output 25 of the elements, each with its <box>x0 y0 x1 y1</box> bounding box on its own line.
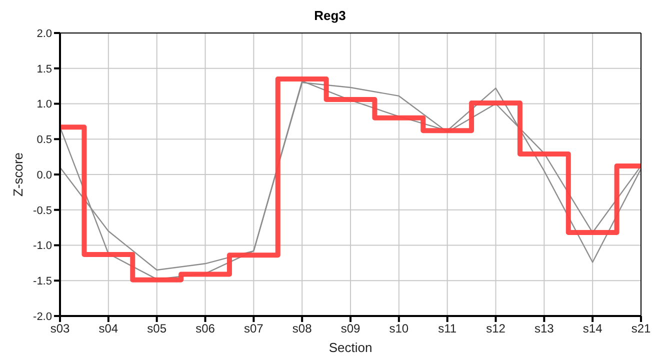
x-tick-label: s09 <box>340 322 360 336</box>
y-tick-label: 1.5 <box>36 63 52 76</box>
y-tick-label: -0.5 <box>33 204 52 217</box>
y-axis-title: Z-score <box>10 152 26 197</box>
x-tick-label: s04 <box>98 322 118 336</box>
x-tick-label: s07 <box>244 322 264 336</box>
y-tick-label: 0.0 <box>36 169 52 182</box>
x-tick-label: s03 <box>50 322 70 336</box>
x-tick-label: s13 <box>534 322 554 336</box>
x-tick-label: s12 <box>486 322 506 336</box>
x-tick-label: s05 <box>147 322 167 336</box>
x-tick-label: s21 <box>631 322 651 336</box>
x-tick-label: s14 <box>582 322 603 336</box>
y-tick-label: 0.5 <box>36 134 52 146</box>
y-tick-label: -1.0 <box>33 240 52 252</box>
y-tick-label: 2.0 <box>36 28 52 40</box>
x-tick-label: s08 <box>292 322 312 336</box>
y-tick-label: -1.5 <box>33 276 52 288</box>
y-tick-label: 1.0 <box>36 98 52 111</box>
chart-title: Reg3 <box>313 8 347 25</box>
x-tick-label: s11 <box>438 322 457 336</box>
y-tick-label: -2.0 <box>33 310 52 323</box>
x-axis-title: Section <box>328 340 372 355</box>
x-tick-label: s06 <box>196 322 216 336</box>
x-tick-label: s10 <box>389 322 409 336</box>
